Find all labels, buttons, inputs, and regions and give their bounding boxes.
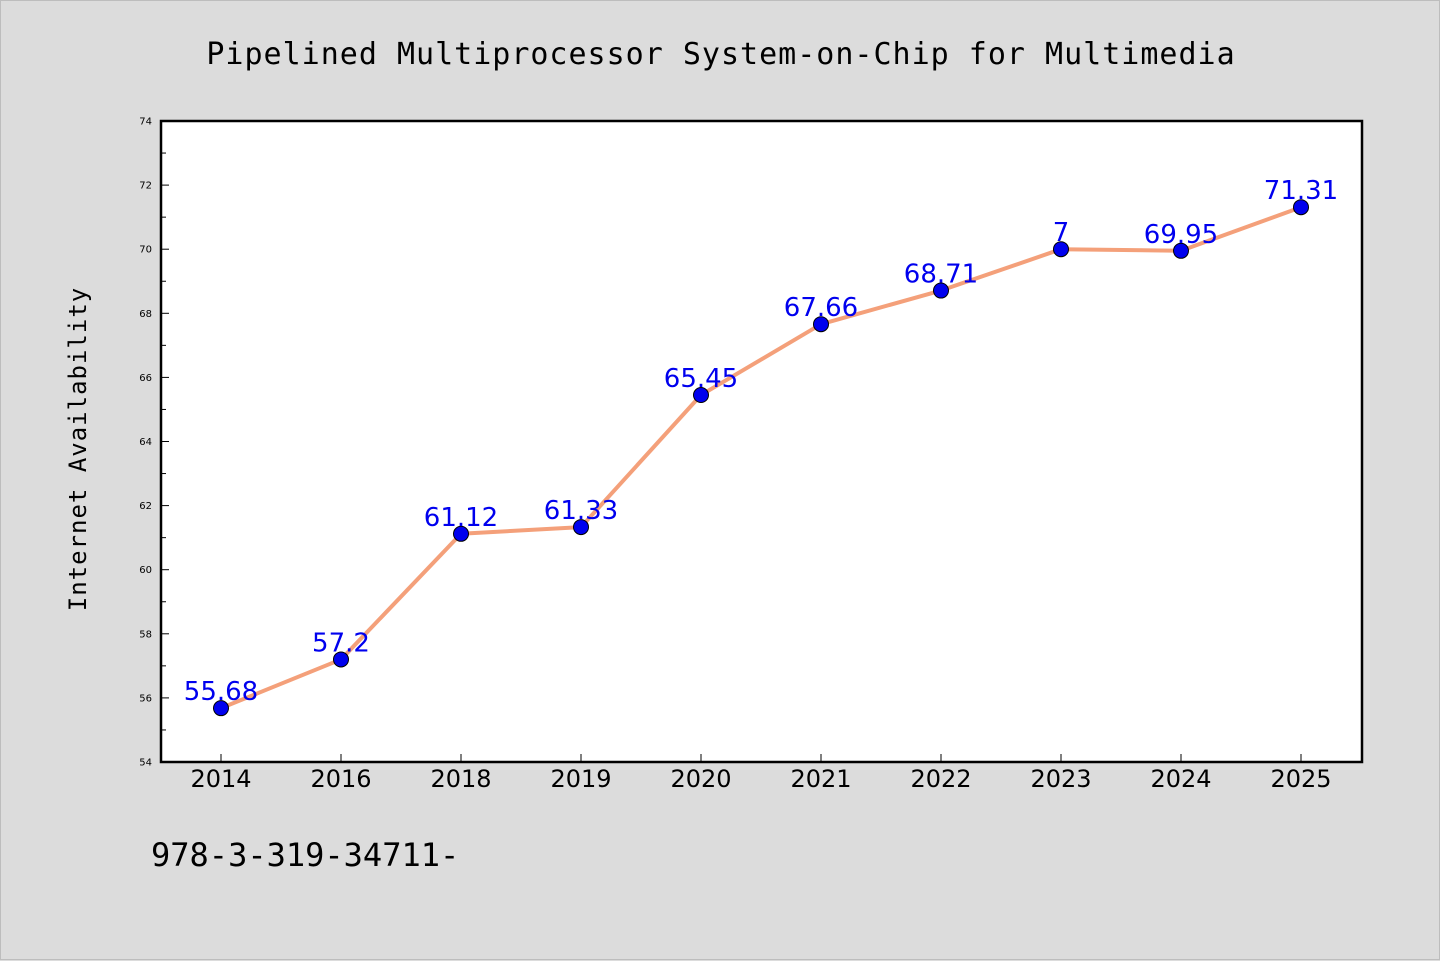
x-tick-label: 2023 [1030,765,1091,793]
data-point-marker [1053,241,1069,258]
y-tick-label: 68 [139,309,152,320]
data-label: 61.33 [544,496,618,526]
x-tick-label: 2025 [1270,765,1331,793]
data-point-marker [933,282,949,299]
x-tick-label: 2022 [910,765,971,793]
data-label: 67.66 [784,293,858,323]
plot-frame [159,119,1364,764]
isbn-footer-text: 978-3-319-34711- [151,836,459,874]
y-tick-label: 72 [139,181,152,192]
series-line [219,205,1303,711]
x-tick-label: 2014 [190,765,251,793]
data-point-marker [1293,199,1309,216]
data-point-marker [213,700,229,717]
x-tick-label: 2024 [1150,765,1211,793]
x-tick-label: 2021 [790,765,851,793]
data-label: 57.2 [312,628,370,658]
data-label: 7 [1053,218,1070,248]
x-tick-label: 2019 [550,765,611,793]
y-tick-label: 74 [139,117,152,128]
y-tick-label: 56 [139,693,152,704]
data-point-marker [333,651,349,668]
data-label: 55.68 [184,677,258,707]
data-labels: 55.68 57.2 61.12 61.33 65.45 67.66 68.71 7 69.95… [184,176,1338,707]
y-tick-label: 54 [139,758,152,769]
y-tick-label: 66 [139,373,152,384]
data-point-marker [813,316,829,333]
y-tick-label: 62 [139,501,152,512]
data-label: 65.45 [664,364,738,394]
data-point-marker [573,519,589,536]
data-point-marker [1173,242,1189,259]
y-tick-label: 60 [139,565,152,576]
data-point-marker [453,525,469,542]
y-axis: 54 56 58 60 62 64 66 68 70 72 74 [139,117,169,769]
y-tick-label: 70 [139,245,152,256]
plot-area [161,121,1362,762]
y-tick-label: 64 [139,437,152,448]
data-point-marker [693,387,709,404]
x-tick-label: 2020 [670,765,731,793]
series-layer [213,199,1309,717]
y-tick-label: 58 [139,629,152,640]
data-label: 69.95 [1144,220,1218,250]
chart-title: Pipelined Multiprocessor System-on-Chip … [206,37,1235,72]
data-label: 71.31 [1264,176,1338,206]
y-axis-label: Internet Availability [64,287,92,611]
x-tick-label: 2016 [310,765,371,793]
x-tick-label: 2018 [430,765,491,793]
data-label: 68.71 [904,260,978,290]
data-label: 61.12 [424,503,498,533]
x-axis: 2014 2016 2018 2019 2020 2021 2022 2023 2024 2025 [190,754,1332,793]
